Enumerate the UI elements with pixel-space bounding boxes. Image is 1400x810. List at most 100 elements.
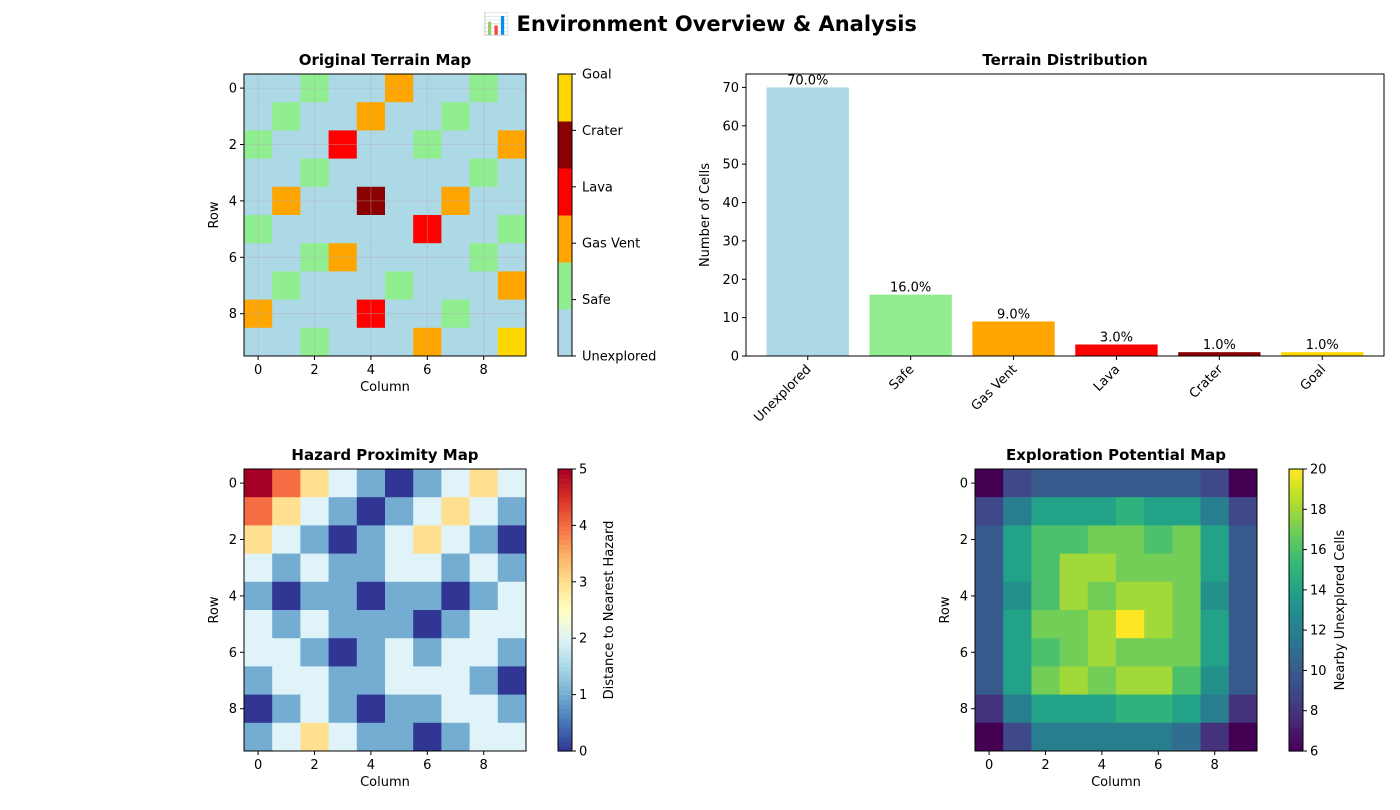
x-tick-label: 8 bbox=[1211, 758, 1219, 773]
heatmap-cell bbox=[356, 553, 386, 583]
heatmap-cell bbox=[497, 469, 527, 498]
heatmap-cell bbox=[413, 666, 442, 695]
colorbar-segment bbox=[1289, 741, 1303, 747]
x-tick-label: Gas Vent bbox=[969, 362, 1021, 414]
heatmap-cell bbox=[1087, 581, 1117, 611]
heatmap-cell bbox=[1116, 553, 1145, 583]
heatmap-cell bbox=[413, 497, 442, 526]
heatmap-cell bbox=[1116, 722, 1145, 752]
colorbar-segment bbox=[1289, 642, 1303, 649]
heatmap-cell bbox=[1116, 581, 1145, 611]
heatmap-chart-3: 0 2 4 6 8 0 2 4 6 8 Exploration Potential Map Colum… bbox=[938, 446, 1258, 790]
heatmap-cell bbox=[1031, 525, 1060, 554]
colorbar-segment bbox=[1289, 600, 1303, 606]
heatmap-cell bbox=[497, 271, 527, 300]
colorbar-segment bbox=[558, 567, 572, 573]
heatmap-cell bbox=[469, 638, 499, 667]
heatmap-cell bbox=[1031, 553, 1060, 583]
heatmap-cell bbox=[1228, 694, 1258, 724]
y-tick-label: 20 bbox=[722, 273, 739, 288]
heatmap-cell bbox=[441, 102, 470, 131]
colorbar-segment bbox=[558, 704, 572, 710]
colorbar-segment bbox=[558, 501, 572, 508]
colorbar-segment bbox=[1289, 534, 1303, 541]
colorbar-tick-label: 4 bbox=[579, 519, 587, 534]
heatmap-cell bbox=[1144, 553, 1173, 583]
colorbar-segment bbox=[558, 624, 572, 630]
y-tick-label: 70 bbox=[722, 81, 739, 96]
heatmap-cell bbox=[1172, 581, 1201, 611]
y-tick-label: 0 bbox=[960, 477, 968, 492]
x-tick-label: Safe bbox=[887, 362, 918, 393]
bar-chart: 70.0% Unexplored 16.0% Safe 9.0% Gas Vent 3.0%… bbox=[698, 51, 1385, 425]
colorbar-segment bbox=[1289, 666, 1303, 672]
heatmap-cell bbox=[1087, 469, 1117, 498]
colorbar-segment bbox=[558, 699, 572, 705]
colorbar-segment bbox=[558, 215, 572, 263]
colorbar-segment bbox=[558, 732, 572, 738]
colorbar-segment bbox=[558, 530, 572, 536]
bar-data-label: 9.0% bbox=[997, 307, 1030, 322]
colorbar-frame bbox=[1288, 468, 1304, 752]
bar-gas-vent bbox=[972, 321, 1055, 356]
heatmap-cell bbox=[469, 666, 499, 695]
heatmap-cell bbox=[975, 666, 1004, 695]
heatmap-cell bbox=[1059, 722, 1089, 752]
x-tick-label: Unexplored bbox=[751, 362, 814, 425]
colorbar-frame bbox=[557, 468, 573, 752]
bar-data-label: 1.0% bbox=[1203, 338, 1236, 353]
colorbar-segment bbox=[558, 680, 572, 686]
x-axis-label: Column bbox=[1091, 775, 1141, 790]
heatmap-cell bbox=[413, 610, 442, 639]
heatmap-cell bbox=[272, 581, 301, 611]
chart-title: Terrain Distribution bbox=[982, 51, 1147, 69]
heatmap-cell bbox=[328, 581, 358, 611]
heatmap-cell bbox=[1059, 666, 1089, 695]
colorbar-segment bbox=[558, 610, 572, 616]
y-tick-label: 4 bbox=[229, 589, 237, 604]
heatmap-cell bbox=[244, 497, 273, 526]
heatmap-cell bbox=[1087, 525, 1117, 554]
heatmap-cell bbox=[413, 638, 442, 667]
axes-frame bbox=[243, 73, 527, 357]
colorbar-segment bbox=[1289, 708, 1303, 714]
colorbar-segment bbox=[558, 722, 572, 729]
heatmap-cell bbox=[244, 581, 273, 611]
heatmap-cell bbox=[1003, 497, 1032, 526]
heatmap-cell bbox=[441, 581, 470, 611]
x-tick-label: 4 bbox=[367, 758, 375, 773]
colorbar-segment bbox=[1289, 689, 1303, 696]
heatmap-cell bbox=[1200, 581, 1230, 611]
heatmap-cell bbox=[385, 497, 414, 526]
colorbar-segment bbox=[1289, 548, 1303, 555]
heatmap-cell bbox=[385, 666, 414, 695]
colorbar-segment bbox=[558, 595, 572, 602]
colorbar-segment bbox=[1289, 520, 1303, 526]
colorbar-tick-label: 8 bbox=[1310, 704, 1318, 719]
y-tick-label: 60 bbox=[722, 119, 739, 134]
colorbar-tick-label: 16 bbox=[1310, 543, 1327, 558]
colorbar-segment bbox=[1289, 718, 1303, 724]
colorbar-segment bbox=[1289, 713, 1303, 719]
colorbar-tick-label: 10 bbox=[1310, 664, 1327, 679]
x-tick-label: 8 bbox=[480, 758, 488, 773]
y-tick-label: 50 bbox=[722, 158, 739, 173]
colorbar-segment bbox=[558, 487, 572, 494]
heatmap-cell bbox=[441, 722, 470, 752]
heatmap-cell bbox=[975, 469, 1004, 498]
colorbar-tick-label: Lava bbox=[582, 180, 613, 195]
bar-data-label: 16.0% bbox=[890, 281, 931, 296]
heatmap-cell bbox=[385, 638, 414, 667]
heatmap-cell bbox=[1003, 553, 1032, 583]
heatmap-cell bbox=[1228, 525, 1258, 554]
heatmap-cell bbox=[497, 327, 527, 357]
heatmap-cell bbox=[1228, 469, 1258, 498]
colorbar-segment bbox=[1289, 501, 1303, 508]
heatmap-cell bbox=[300, 666, 329, 695]
heatmap-cell bbox=[244, 469, 273, 498]
heatmap-cell bbox=[328, 694, 358, 724]
heatmap-cell bbox=[1003, 722, 1032, 752]
colorbar-segment bbox=[1289, 487, 1303, 494]
colorbar-segment bbox=[1289, 722, 1303, 729]
heatmap-cell bbox=[272, 525, 301, 554]
